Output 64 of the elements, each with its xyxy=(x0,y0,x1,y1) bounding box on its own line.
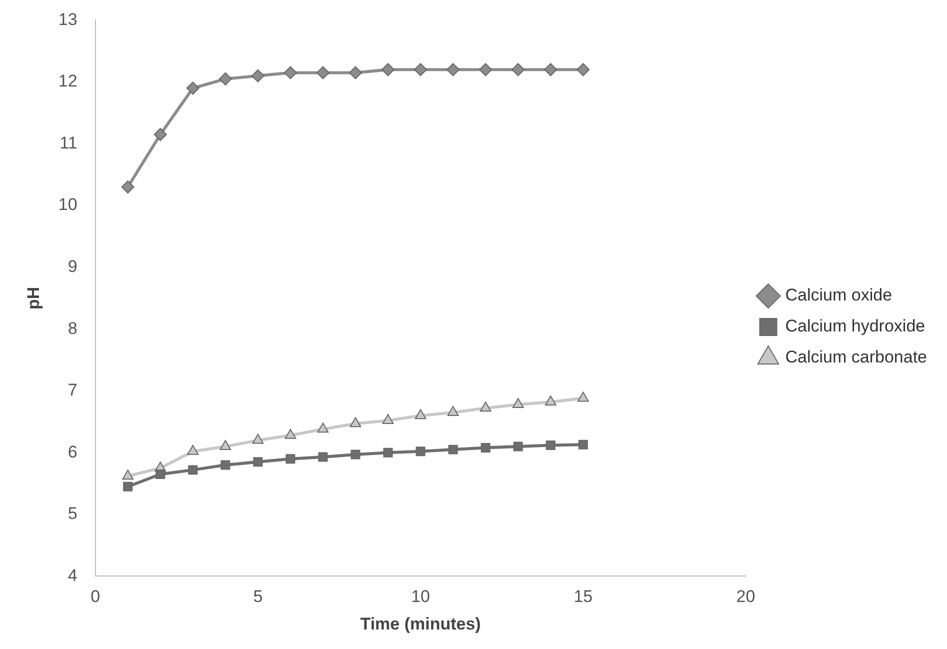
point xyxy=(414,63,428,76)
x-tick-label: 0 xyxy=(90,587,100,606)
point xyxy=(383,448,393,458)
point xyxy=(123,482,133,492)
point xyxy=(316,66,330,80)
y-tick-label: 9 xyxy=(68,257,78,276)
point xyxy=(348,66,362,80)
y-tick-label: 11 xyxy=(60,133,78,152)
x-tick-label: 15 xyxy=(574,587,593,606)
point xyxy=(286,454,296,464)
point xyxy=(220,460,230,470)
point xyxy=(479,63,492,76)
point xyxy=(350,450,360,460)
point xyxy=(317,422,329,433)
point xyxy=(251,69,264,82)
point xyxy=(154,128,167,141)
point xyxy=(218,72,232,86)
point xyxy=(577,392,589,402)
legend-label: Calcium hydroxide xyxy=(785,316,926,336)
y-axis-title: pH xyxy=(24,286,43,310)
point xyxy=(187,444,199,455)
point xyxy=(318,452,328,462)
point xyxy=(122,470,134,480)
y-tick-label: 10 xyxy=(58,195,78,214)
point xyxy=(220,440,232,450)
legend-label: Calcium carbonate xyxy=(785,348,928,367)
point xyxy=(284,66,297,80)
x-axis-title: Time (minutes) xyxy=(360,614,481,634)
y-tick-label: 4 xyxy=(68,566,78,585)
point xyxy=(512,398,524,408)
point xyxy=(156,470,166,480)
point xyxy=(513,442,523,452)
point xyxy=(544,63,558,76)
point xyxy=(480,442,490,452)
point xyxy=(546,440,556,450)
point xyxy=(414,409,426,420)
y-tick-label: 13 xyxy=(58,10,78,29)
point xyxy=(350,417,362,428)
point xyxy=(447,406,459,416)
point xyxy=(512,63,525,76)
point xyxy=(576,63,590,76)
point xyxy=(416,446,426,456)
x-tick-label: 10 xyxy=(411,587,430,606)
point xyxy=(121,180,134,194)
point xyxy=(186,82,200,95)
point xyxy=(188,465,198,475)
point xyxy=(253,457,263,467)
point xyxy=(382,63,395,76)
y-tick-label: 7 xyxy=(68,380,78,400)
point xyxy=(252,434,264,444)
legend-label: Calcium oxide xyxy=(785,286,892,305)
y-tick-label: 8 xyxy=(68,318,78,338)
point xyxy=(578,440,588,450)
point xyxy=(480,402,492,412)
y-tick-label: 5 xyxy=(68,504,78,524)
point xyxy=(544,395,556,406)
x-tick-label: 5 xyxy=(253,587,263,606)
point xyxy=(284,428,296,439)
y-tick-label: 12 xyxy=(58,72,78,91)
point xyxy=(448,444,458,454)
y-tick-label: 6 xyxy=(68,442,78,462)
point xyxy=(446,63,460,76)
point xyxy=(382,414,394,424)
x-tick-label: 20 xyxy=(736,587,756,606)
